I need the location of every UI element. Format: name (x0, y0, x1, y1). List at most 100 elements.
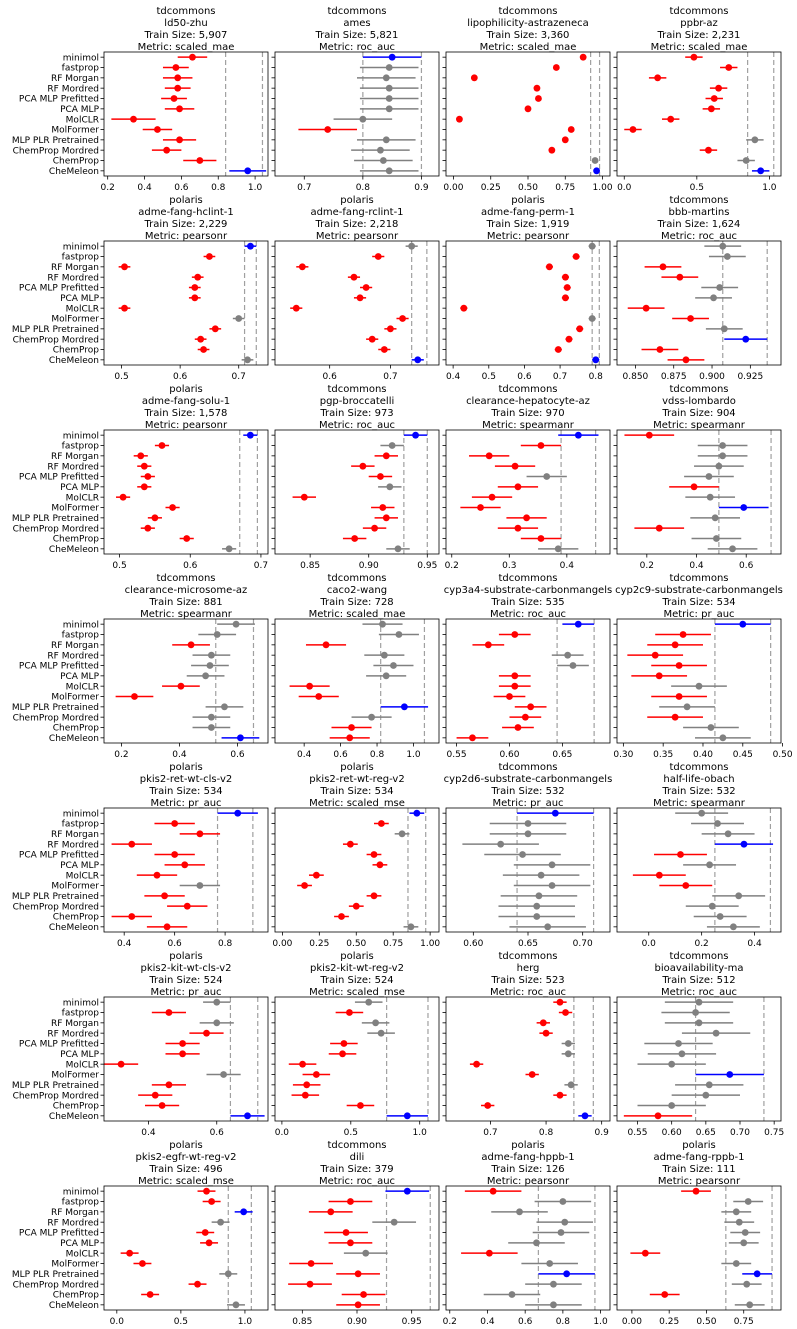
x-tick-label: 0.4 (172, 750, 187, 760)
point-minimol (695, 998, 703, 1006)
panel-train-size: Train Size: 524 (148, 975, 222, 986)
panel-dataset-name: dili (350, 1152, 365, 1163)
point-PCA MLP (382, 672, 390, 680)
point-ChemProp (712, 535, 720, 542)
point-MolFormer (139, 1260, 146, 1267)
y-tick-label: MolCLR (66, 493, 99, 503)
panel-frame (445, 1185, 611, 1311)
point-RF Mordred (676, 273, 684, 281)
point-RF Mordred (735, 1218, 743, 1226)
point-PCA MLP (356, 294, 364, 302)
y-tick-label: CheMeleon (49, 1301, 99, 1311)
panel-source: polaris (340, 762, 373, 773)
point-MolCLR (177, 682, 185, 690)
point-fastprop (388, 442, 396, 449)
x-tick-label: 0.90 (359, 561, 379, 571)
y-tick-label: MLP PLR Pretrained (12, 136, 99, 146)
point-CheMeleon (244, 167, 252, 175)
point-minimol (408, 242, 416, 250)
panel-train-size: Train Size: 524 (319, 975, 393, 986)
point-minimol (246, 431, 254, 439)
y-tick-label: PCA MLP Prefitted (19, 851, 99, 861)
x-tick-label: 0.6 (517, 372, 532, 382)
panel-metric: Metric: scaled_mse (138, 1176, 234, 1187)
panel-metric: Metric: pearsonr (487, 1176, 570, 1187)
point-PCA MLP (690, 483, 698, 491)
x-tick-label: 0.5 (114, 372, 128, 382)
point-CheMeleon (237, 734, 244, 742)
x-tick-label: 0.850 (623, 372, 649, 382)
point-MolCLR (695, 682, 703, 690)
panel-source: tdcommons (498, 951, 557, 962)
x-tick-label: 0.7 (383, 372, 397, 382)
panel-source: polaris (340, 951, 373, 962)
panel-source: polaris (340, 195, 373, 206)
panel-source: tdcommons (156, 6, 215, 17)
y-tick-label: fastprop (62, 1009, 100, 1019)
point-MolFormer (196, 882, 204, 889)
panel-train-size: Train Size: 523 (490, 975, 564, 986)
panel-frame (616, 51, 782, 177)
point-RF Morgan (671, 641, 679, 649)
point-MolCLR (292, 304, 300, 312)
point-RF Mordred (385, 84, 393, 92)
point-PCA MLP (678, 1050, 686, 1058)
point-ChemProp (200, 346, 207, 353)
point-MolCLR (473, 1060, 480, 1068)
panel-train-size: Train Size: 2,218 (315, 219, 399, 230)
point-ChemProp (146, 1291, 154, 1298)
point-PCA MLP (386, 483, 394, 491)
y-tick-label: MolCLR (66, 1249, 99, 1259)
y-tick-label: MolFormer (51, 1071, 99, 1081)
point-ChemProp Mordred (368, 335, 376, 343)
x-tick-label: 0.4 (137, 183, 152, 193)
panel-source: polaris (169, 951, 202, 962)
point-MolFormer (629, 126, 637, 133)
x-tick-label: 0.7 (553, 372, 567, 382)
y-tick-label: MolCLR (66, 871, 99, 881)
x-tick-label: 1.0 (406, 750, 421, 760)
point-PCA MLP (514, 483, 522, 491)
y-tick-label: MolCLR (66, 1060, 99, 1070)
y-tick-label: fastprop (62, 820, 100, 830)
point-RF Morgan (298, 263, 306, 271)
x-tick-label: 1.00 (593, 183, 613, 193)
point-RF Mordred (207, 651, 215, 659)
x-tick-label: 0.6 (230, 750, 245, 760)
x-tick-label: 0.70 (573, 939, 593, 949)
point-MolCLR (119, 493, 127, 501)
y-tick-label: minimol (63, 620, 99, 630)
panel-frame (616, 807, 782, 933)
point-CheMeleon (550, 1301, 557, 1309)
point-minimol (189, 53, 196, 61)
point-fastprop (714, 820, 721, 827)
x-tick-label: 0.4 (141, 1128, 156, 1138)
point-MolFormer (154, 126, 161, 133)
point-RF Morgan (174, 74, 182, 82)
x-tick-label: 0.50 (696, 1317, 716, 1327)
panel-train-size: Train Size: 512 (661, 975, 735, 986)
point-fastprop (213, 631, 221, 638)
panel-train-size: Train Size: 2,231 (657, 30, 741, 41)
panel-dataset-name: bbb-martins (669, 207, 730, 218)
point-CheMeleon (414, 356, 422, 364)
point-CheMeleon (746, 1301, 754, 1309)
y-tick-label: PCA MLP Prefitted (19, 284, 99, 294)
y-tick-label: RF Morgan (51, 830, 99, 840)
panel-metric: Metric: pearsonr (658, 1176, 741, 1187)
panel-dataset-name: cyp2d6-substrate-carbonmangels (444, 774, 613, 785)
panel-train-size: Train Size: 881 (148, 597, 222, 608)
point-minimol (579, 53, 587, 61)
point-minimol (690, 53, 698, 61)
panel-dataset-name: pkis2-ret-wt-reg-v2 (309, 774, 404, 785)
point-MolFormer (548, 882, 556, 889)
x-tick-label: 0.0 (275, 1128, 290, 1138)
point-MolCLR (667, 115, 675, 123)
panel-source: polaris (169, 195, 202, 206)
point-PCA MLP Prefitted (390, 662, 397, 669)
panel-metric: Metric: roc_auc (661, 987, 737, 998)
point-ChemProp (533, 913, 541, 920)
